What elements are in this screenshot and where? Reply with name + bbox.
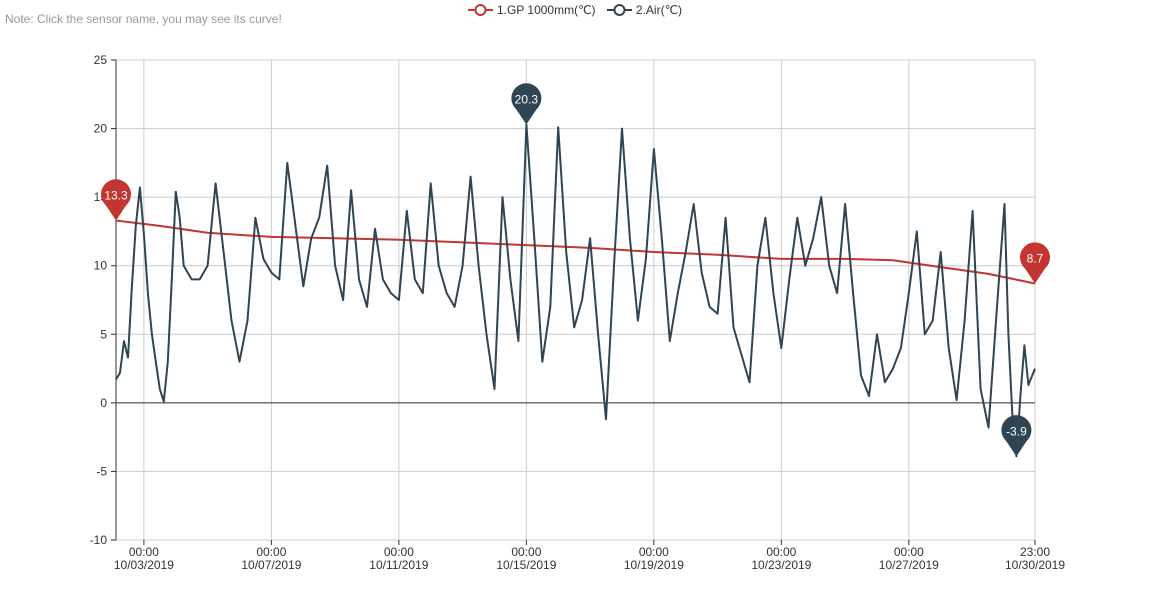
x-tick-date-label: 10/11/2019 — [369, 558, 428, 572]
pin-marker-shape — [511, 83, 542, 125]
pin-marker-label: -3.9 — [1006, 424, 1027, 438]
pin-marker: 13.3 — [101, 179, 131, 221]
y-tick-label: 5 — [100, 327, 107, 341]
pin-marker-label: 13.3 — [104, 188, 128, 202]
pin-marker-label: 20.3 — [515, 92, 539, 106]
x-tick-time-label: 00:00 — [129, 545, 159, 559]
x-tick-date-label: 10/15/2019 — [496, 558, 556, 572]
legend-label-gp-1000mm: 1.GP 1000mm(℃) — [496, 3, 596, 17]
pin-marker: -3.9 — [1001, 415, 1032, 457]
y-tick-label: 10 — [94, 259, 108, 273]
x-tick-date-label: 10/07/2019 — [241, 558, 301, 572]
legend-label-air: 2.Air(℃) — [635, 3, 683, 17]
chart-legend: 1.GP 1000mm(℃) 2.Air(℃) — [0, 3, 1150, 20]
x-tick-time-label: 00:00 — [639, 545, 669, 559]
legend-line-circle-icon — [467, 4, 493, 16]
y-tick-label: -10 — [90, 533, 108, 547]
pin-marker: 8.7 — [1020, 242, 1050, 284]
x-tick-time-label: 23:00 — [1020, 545, 1050, 559]
x-tick-time-label: 00:00 — [766, 545, 796, 559]
y-tick-label: -5 — [96, 464, 107, 478]
pin-marker: 20.3 — [511, 83, 542, 125]
pin-marker-shape — [1020, 242, 1050, 284]
pin-marker-label: 8.7 — [1027, 252, 1044, 266]
x-tick-date-label: 10/03/2019 — [114, 558, 174, 572]
marker-layer: 13.3 8.7 20.3 -3.9 — [101, 83, 1050, 457]
x-tick-date-label: 10/23/2019 — [751, 558, 811, 572]
pin-marker-shape — [101, 179, 131, 221]
series-line-2 — [115, 123, 1036, 458]
legend-item-air[interactable]: 2.Air(℃) — [606, 3, 683, 17]
chart-note: Note: Click the sensor name, you may see… — [5, 12, 282, 26]
x-tick-time-label: 00:00 — [894, 545, 924, 559]
grid-lines — [116, 59, 1036, 541]
y-tick-label: 20 — [94, 122, 108, 136]
x-tick-time-label: 00:00 — [256, 545, 286, 559]
y-tick-label: 0 — [100, 396, 107, 410]
x-tick-date-label: 10/19/2019 — [624, 558, 684, 572]
legend-line-circle-icon — [606, 4, 632, 16]
series-layer — [115, 123, 1036, 458]
x-tick-time-label: 00:00 — [384, 545, 414, 559]
x-tick-date-label: 10/30/2019 — [1005, 558, 1065, 572]
x-tick-time-label: 00:00 — [511, 545, 541, 559]
x-tick-date-label: 10/27/2019 — [879, 558, 939, 572]
legend-item-gp-1000mm[interactable]: 1.GP 1000mm(℃) — [467, 3, 596, 17]
pin-marker-shape — [1001, 415, 1032, 457]
y-tick-label: 25 — [94, 53, 108, 67]
